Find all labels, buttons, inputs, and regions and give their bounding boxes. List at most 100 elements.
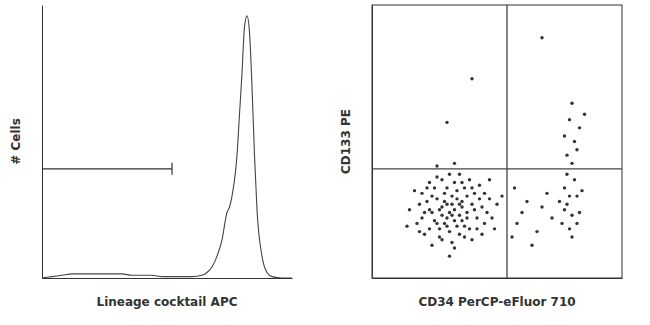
point (430, 211, 433, 214)
point (448, 230, 451, 233)
point (443, 192, 446, 195)
point (510, 235, 513, 238)
point (453, 246, 456, 249)
panel (42, 6, 293, 279)
y-axis-title: CD133 PE (339, 109, 353, 174)
point (448, 254, 451, 257)
point (583, 113, 586, 116)
x-axis (43, 278, 293, 279)
point (418, 230, 421, 233)
point (530, 244, 533, 247)
point (460, 181, 463, 184)
point (568, 227, 571, 230)
point (573, 140, 576, 143)
point (438, 235, 441, 238)
point (470, 203, 473, 206)
y-axis-title: # Cells (9, 118, 23, 165)
point (535, 230, 538, 233)
point (460, 205, 463, 208)
point (545, 192, 548, 195)
point (488, 197, 491, 200)
point (570, 102, 573, 105)
point (450, 203, 453, 206)
point (493, 227, 496, 230)
point (463, 235, 466, 238)
point (458, 233, 461, 236)
point (578, 126, 581, 129)
point (563, 134, 566, 137)
point (433, 219, 436, 222)
point (448, 211, 451, 214)
point (423, 211, 426, 214)
point (425, 200, 428, 203)
point (460, 200, 463, 203)
point (483, 222, 486, 225)
point (445, 203, 448, 206)
point (478, 197, 481, 200)
point (475, 227, 478, 230)
point (438, 227, 441, 230)
point (480, 233, 483, 236)
point (473, 208, 476, 211)
point (570, 162, 573, 165)
quadrant-line (372, 168, 622, 169)
point (565, 153, 568, 156)
point (435, 197, 438, 200)
point (515, 222, 518, 225)
point (453, 219, 456, 222)
point (500, 194, 503, 197)
point (453, 181, 456, 184)
point (465, 216, 468, 219)
point (470, 77, 473, 80)
point (453, 162, 456, 165)
point (443, 200, 446, 203)
point (475, 216, 478, 219)
figure: Lineage cocktail APC# CellsCD34 PerCP-eF… (0, 0, 650, 325)
point (438, 208, 441, 211)
point (485, 211, 488, 214)
point (435, 175, 438, 178)
point (450, 241, 453, 244)
point (418, 203, 421, 206)
point (573, 178, 576, 181)
point (463, 186, 466, 189)
point (435, 164, 438, 167)
point (580, 189, 583, 192)
point (440, 205, 443, 208)
point (458, 214, 461, 217)
point (570, 214, 573, 217)
axis-line (42, 6, 43, 279)
point (520, 211, 523, 214)
gate (42, 163, 172, 175)
point (463, 224, 466, 227)
point (465, 211, 468, 214)
point (428, 227, 431, 230)
point (513, 186, 516, 189)
point (568, 118, 571, 121)
point (430, 244, 433, 247)
point (428, 208, 431, 211)
point (575, 148, 578, 151)
point (445, 216, 448, 219)
gate-line (42, 168, 172, 169)
point (565, 203, 568, 206)
point (435, 222, 438, 225)
point (455, 197, 458, 200)
point (428, 181, 431, 184)
point (425, 186, 428, 189)
point (455, 224, 458, 227)
point (443, 222, 446, 225)
point (483, 192, 486, 195)
point (465, 194, 468, 197)
point (565, 173, 568, 176)
point (468, 178, 471, 181)
point (450, 214, 453, 217)
point (445, 121, 448, 124)
point (440, 214, 443, 217)
point (433, 186, 436, 189)
point (415, 222, 418, 225)
point (408, 208, 411, 211)
point (458, 173, 461, 176)
point (458, 203, 461, 206)
plot-frame (372, 5, 622, 278)
